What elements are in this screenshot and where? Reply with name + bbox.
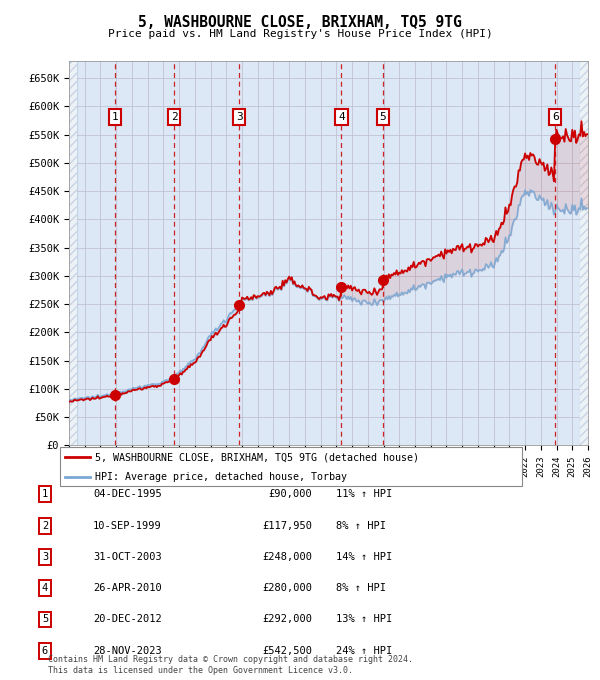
- Text: 6: 6: [552, 112, 559, 122]
- Text: 1: 1: [112, 112, 118, 122]
- Text: 13% ↑ HPI: 13% ↑ HPI: [336, 615, 392, 624]
- Text: £292,000: £292,000: [262, 615, 312, 624]
- Text: 4: 4: [42, 583, 48, 593]
- Text: 4: 4: [338, 112, 345, 122]
- Text: HPI: Average price, detached house, Torbay: HPI: Average price, detached house, Torb…: [95, 471, 347, 481]
- Text: £248,000: £248,000: [262, 552, 312, 562]
- Text: 04-DEC-1995: 04-DEC-1995: [93, 490, 162, 499]
- Text: 5, WASHBOURNE CLOSE, BRIXHAM, TQ5 9TG (detached house): 5, WASHBOURNE CLOSE, BRIXHAM, TQ5 9TG (d…: [95, 452, 419, 462]
- Text: 28-NOV-2023: 28-NOV-2023: [93, 646, 162, 656]
- Text: 5: 5: [380, 112, 386, 122]
- Text: 26-APR-2010: 26-APR-2010: [93, 583, 162, 593]
- Text: 20-DEC-2012: 20-DEC-2012: [93, 615, 162, 624]
- FancyBboxPatch shape: [60, 447, 522, 486]
- Text: 5: 5: [42, 615, 48, 624]
- Bar: [580, 61, 588, 445]
- Text: 8% ↑ HPI: 8% ↑ HPI: [336, 583, 386, 593]
- Text: 5, WASHBOURNE CLOSE, BRIXHAM, TQ5 9TG: 5, WASHBOURNE CLOSE, BRIXHAM, TQ5 9TG: [138, 15, 462, 30]
- Text: Price paid vs. HM Land Registry's House Price Index (HPI): Price paid vs. HM Land Registry's House …: [107, 29, 493, 39]
- Text: 24% ↑ HPI: 24% ↑ HPI: [336, 646, 392, 656]
- Text: 3: 3: [42, 552, 48, 562]
- Text: Contains HM Land Registry data © Crown copyright and database right 2024.
This d: Contains HM Land Registry data © Crown c…: [48, 655, 413, 675]
- Bar: [69, 61, 77, 445]
- Bar: [580, 61, 588, 445]
- Text: 11% ↑ HPI: 11% ↑ HPI: [336, 490, 392, 499]
- Text: 10-SEP-1999: 10-SEP-1999: [93, 521, 162, 530]
- Text: 14% ↑ HPI: 14% ↑ HPI: [336, 552, 392, 562]
- Text: £542,500: £542,500: [262, 646, 312, 656]
- Text: 1: 1: [42, 490, 48, 499]
- Text: £90,000: £90,000: [268, 490, 312, 499]
- Text: 2: 2: [42, 521, 48, 530]
- Text: 3: 3: [236, 112, 243, 122]
- Text: £117,950: £117,950: [262, 521, 312, 530]
- Text: 8% ↑ HPI: 8% ↑ HPI: [336, 521, 386, 530]
- Text: 31-OCT-2003: 31-OCT-2003: [93, 552, 162, 562]
- Text: £280,000: £280,000: [262, 583, 312, 593]
- Text: 6: 6: [42, 646, 48, 656]
- Bar: [69, 61, 77, 445]
- Text: 2: 2: [171, 112, 178, 122]
